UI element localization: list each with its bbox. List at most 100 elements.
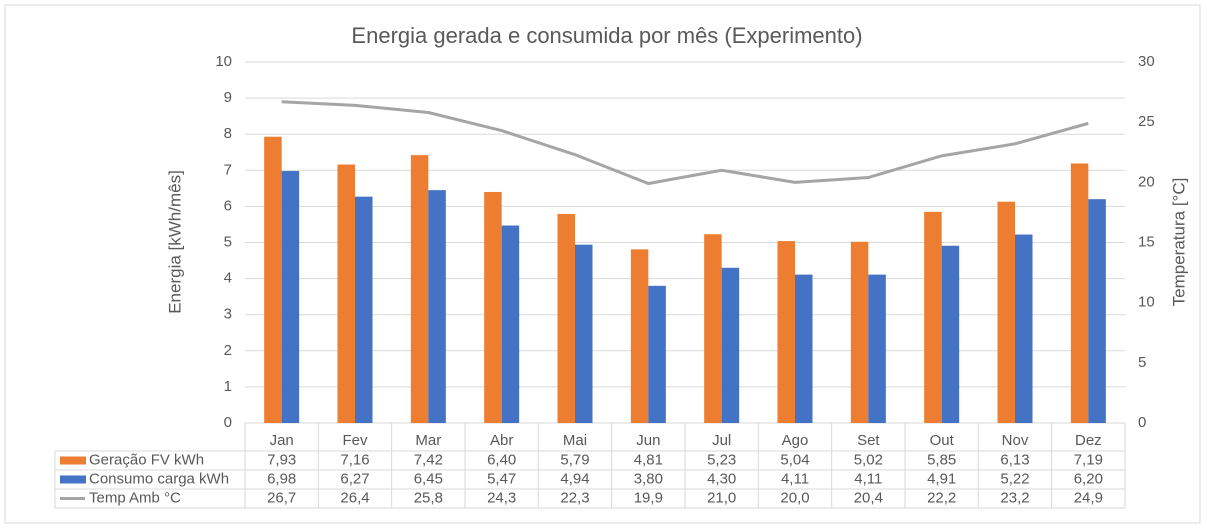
table-value: 7,93: [267, 451, 296, 468]
x-tick-label: Jan: [270, 432, 294, 449]
bar: [557, 213, 575, 423]
table-value: 5,22: [1000, 470, 1029, 487]
table-value: 7,19: [1074, 451, 1103, 468]
bar: [630, 249, 649, 423]
y2-axis-title: Temperatura [°C]: [1169, 178, 1188, 307]
bar: [281, 171, 300, 423]
x-tick-label: Mar: [415, 432, 441, 449]
table-value: 20,4: [854, 489, 883, 506]
x-tick-label: Fev: [342, 432, 368, 449]
table-value: 5,04: [780, 451, 809, 468]
x-tick-label: Nov: [1002, 432, 1029, 449]
table-value: 24,3: [487, 489, 516, 506]
bar: [410, 155, 429, 423]
table-value: 4,11: [781, 470, 809, 487]
y-tick-label: 7: [224, 161, 232, 178]
table-value: 5,85: [927, 451, 956, 468]
y-tick-label: 2: [224, 342, 232, 359]
table-value: 6,13: [1000, 451, 1029, 468]
table-value: 26,7: [267, 489, 296, 506]
table-value: 4,81: [634, 451, 663, 468]
table-value: 5,79: [560, 451, 589, 468]
table-value: 22,3: [560, 489, 589, 506]
y2-tick-label: 25: [1138, 113, 1155, 130]
table-value: 25,8: [414, 489, 443, 506]
table-value: 20,0: [780, 489, 809, 506]
table-value: 26,4: [340, 489, 369, 506]
table-value: 6,40: [487, 451, 516, 468]
legend-label: Temp Amb °C: [89, 489, 181, 506]
table-value: 4,94: [560, 470, 589, 487]
bar: [721, 267, 740, 423]
x-tick-label: Jul: [712, 432, 731, 449]
table-value: 21,0: [707, 489, 736, 506]
chart-title: Energia gerada e consumida por mês (Expe…: [351, 23, 862, 48]
bar: [1070, 163, 1089, 424]
legend-label: Geração FV kWh: [89, 451, 204, 468]
table-value: 22,2: [927, 489, 956, 506]
y2-tick-label: 20: [1138, 173, 1155, 190]
y2-tick-label: 30: [1138, 53, 1155, 70]
table-value: 5,47: [487, 470, 516, 487]
y-tick-label: 10: [215, 53, 232, 70]
y2-tick-label: 0: [1138, 414, 1146, 431]
y-tick-label: 9: [224, 89, 232, 106]
table-value: 3,80: [634, 470, 663, 487]
bar: [795, 274, 813, 423]
bar: [1015, 234, 1033, 423]
x-tick-label: Out: [930, 432, 955, 449]
y2-tick-label: 10: [1138, 294, 1155, 311]
table-value: 6,45: [414, 470, 443, 487]
legend-label: Consumo carga kWh: [89, 470, 229, 487]
bar: [501, 225, 520, 423]
line: [281, 100, 1089, 186]
bar: [337, 164, 355, 424]
y2-tick-label: 15: [1138, 233, 1155, 250]
y-tick-label: 8: [224, 125, 232, 142]
bar: [850, 241, 869, 423]
y-tick-label: 1: [224, 378, 232, 395]
bar: [575, 244, 593, 423]
bar: [264, 136, 282, 424]
x-tick-label: Jun: [636, 432, 660, 449]
bar: [704, 234, 722, 423]
y-tick-label: 4: [224, 270, 232, 287]
legend-key: [60, 456, 86, 465]
table-value: 24,9: [1074, 489, 1103, 506]
table-value: 6,20: [1074, 470, 1103, 487]
table-value: 6,98: [267, 470, 296, 487]
y2-tick-label: 5: [1138, 354, 1146, 371]
bar: [868, 274, 886, 423]
table-value: 6,27: [340, 470, 369, 487]
table-value: 7,42: [414, 451, 443, 468]
x-tick-label: Dez: [1075, 432, 1102, 449]
table-value: 7,16: [340, 451, 369, 468]
bar: [648, 285, 666, 423]
bar: [777, 241, 795, 423]
bar: [1088, 199, 1106, 423]
y-tick-label: 0: [224, 414, 232, 431]
y-tick-label: 6: [224, 197, 232, 214]
x-tick-label: Ago: [782, 432, 809, 449]
bar: [484, 191, 502, 423]
table-value: 5,02: [854, 451, 883, 468]
x-tick-label: Set: [857, 432, 880, 449]
bar: [355, 196, 373, 423]
x-tick-label: Abr: [490, 432, 513, 449]
y-tick-label: 3: [224, 306, 232, 323]
legend-key: [60, 475, 86, 484]
y-tick-label: 5: [224, 233, 232, 250]
table-value: 5,23: [707, 451, 736, 468]
y-axis-title: Energia [kWh/mês]: [165, 170, 184, 314]
bar: [997, 201, 1015, 423]
x-tick-label: Mai: [563, 432, 587, 449]
bar: [941, 245, 960, 423]
table-value: 4,11: [854, 470, 882, 487]
table-value: 23,2: [1000, 489, 1029, 506]
table-value: 19,9: [634, 489, 663, 506]
table-value: 4,91: [927, 470, 956, 487]
table-value: 4,30: [707, 470, 736, 487]
bar: [428, 190, 446, 423]
bar: [924, 211, 942, 423]
